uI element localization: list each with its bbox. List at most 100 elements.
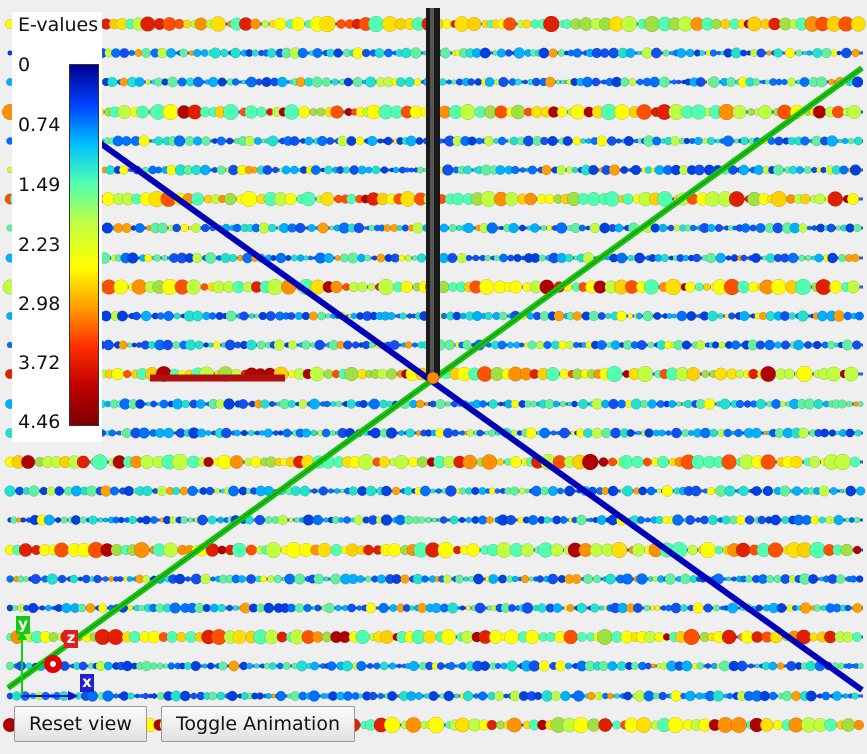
data-point-marker xyxy=(350,312,358,320)
data-point-marker xyxy=(138,427,150,439)
data-point-marker xyxy=(167,662,176,670)
data-point-marker xyxy=(284,573,296,585)
data-point-marker xyxy=(187,485,198,497)
data-point-marker xyxy=(336,19,347,29)
data-point-marker xyxy=(543,516,551,524)
data-point-marker xyxy=(737,280,750,294)
reset-view-button[interactable]: Reset view xyxy=(14,706,147,742)
data-point-marker xyxy=(565,340,574,350)
data-point-marker xyxy=(509,280,523,294)
data-point-marker xyxy=(296,254,305,262)
data-point-marker xyxy=(141,660,152,672)
data-point-marker xyxy=(55,516,62,524)
data-point-marker xyxy=(477,691,488,701)
data-point-marker xyxy=(611,541,628,559)
data-point-marker xyxy=(644,662,652,670)
data-point-marker xyxy=(578,224,586,232)
data-point-marker xyxy=(851,340,862,350)
data-point-marker xyxy=(759,690,771,702)
data-point-marker xyxy=(21,454,36,470)
data-point-marker xyxy=(586,691,596,701)
data-point-marker xyxy=(313,573,325,585)
data-point-marker xyxy=(685,515,696,525)
data-point-marker xyxy=(151,693,158,699)
data-point-marker xyxy=(134,49,143,57)
data-point-marker xyxy=(228,253,238,263)
data-point-marker xyxy=(203,342,209,348)
data-point-marker xyxy=(142,485,153,497)
data-point-marker xyxy=(596,339,607,351)
data-point-marker xyxy=(449,515,459,525)
data-point-marker xyxy=(504,629,519,645)
toggle-animation-button[interactable]: Toggle Animation xyxy=(161,706,355,742)
data-point-marker xyxy=(833,514,844,526)
data-point-marker xyxy=(348,486,358,496)
data-point-marker xyxy=(376,574,387,584)
data-point-marker xyxy=(476,366,493,382)
data-point-marker xyxy=(759,718,774,732)
data-point-marker xyxy=(195,399,206,409)
data-point-marker xyxy=(560,690,571,702)
data-point-marker xyxy=(249,18,261,30)
data-point-marker xyxy=(385,427,398,439)
data-point-marker xyxy=(773,574,782,584)
data-point-marker xyxy=(172,398,184,410)
data-point-marker xyxy=(347,603,357,613)
data-point-marker xyxy=(636,104,653,120)
data-point-marker xyxy=(172,223,181,233)
data-point-marker xyxy=(801,514,812,526)
data-point-marker xyxy=(607,692,614,700)
data-point-marker xyxy=(127,342,133,348)
data-point-marker xyxy=(442,427,454,439)
data-point-marker xyxy=(451,429,459,437)
data-point-marker xyxy=(452,311,462,321)
data-point-marker xyxy=(343,77,353,87)
data-point-marker xyxy=(365,602,377,614)
data-point-marker xyxy=(412,342,418,348)
data-point-marker xyxy=(781,690,793,702)
data-point-marker xyxy=(207,662,215,670)
data-point-marker xyxy=(530,106,543,118)
data-point-marker xyxy=(510,104,526,120)
data-point-marker xyxy=(162,103,179,121)
data-point-marker xyxy=(299,485,311,497)
data-point-marker xyxy=(446,79,452,85)
data-point-marker xyxy=(60,516,68,524)
data-point-marker xyxy=(544,194,555,204)
data-point-marker xyxy=(839,165,849,175)
data-point-marker xyxy=(103,517,109,523)
data-point-marker xyxy=(444,339,455,351)
data-point-marker xyxy=(343,516,351,524)
data-point-marker xyxy=(458,662,467,670)
data-point-marker xyxy=(744,515,755,525)
data-point-marker xyxy=(159,399,169,409)
data-point-marker xyxy=(265,310,276,322)
data-point-marker xyxy=(156,222,168,234)
data-point-marker xyxy=(258,222,270,234)
data-point-marker xyxy=(494,488,501,494)
data-point-marker xyxy=(285,254,292,262)
data-point-marker xyxy=(714,545,724,555)
data-point-marker xyxy=(497,340,507,350)
data-point-marker xyxy=(245,339,257,351)
data-point-marker xyxy=(740,223,751,233)
data-point-marker xyxy=(649,76,661,88)
data-point-marker xyxy=(504,49,513,57)
data-point-marker xyxy=(676,47,687,59)
data-point-marker xyxy=(443,690,455,702)
data-point-marker xyxy=(591,77,601,87)
data-point-marker xyxy=(718,341,726,349)
data-point-marker xyxy=(241,429,248,437)
data-point-marker xyxy=(217,603,226,613)
data-point-marker xyxy=(734,428,743,438)
data-point-marker xyxy=(804,340,813,350)
data-point-marker xyxy=(377,278,394,296)
data-point-marker xyxy=(599,48,610,58)
data-point-marker xyxy=(805,660,817,672)
data-point-marker xyxy=(803,166,812,174)
data-point-marker xyxy=(202,603,211,613)
data-point-marker xyxy=(276,76,288,88)
data-point-marker xyxy=(846,400,853,408)
